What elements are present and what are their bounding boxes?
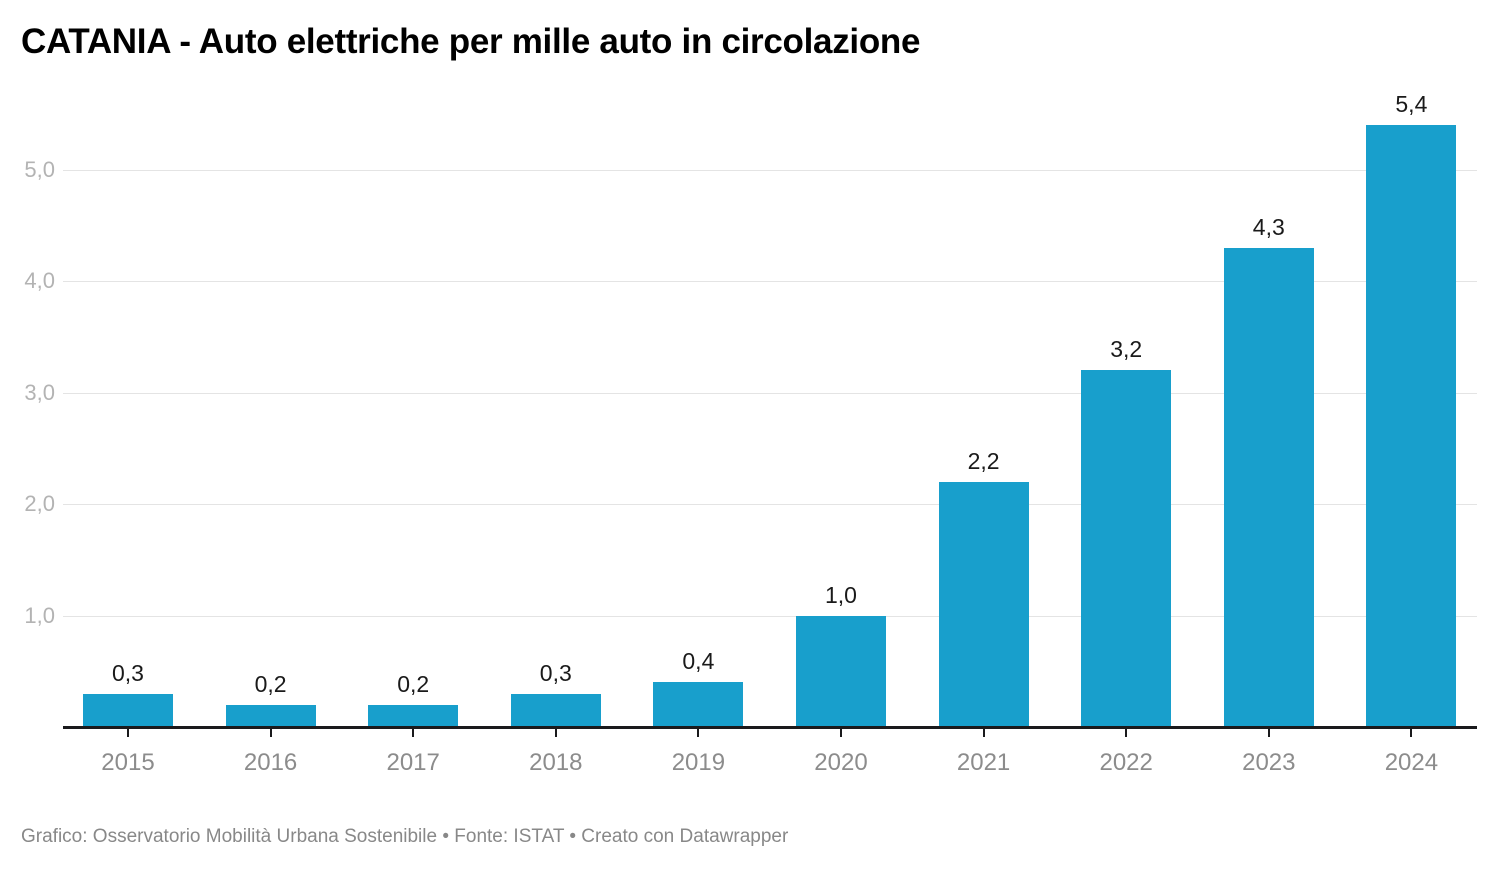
x-axis-label: 2016 (243, 749, 298, 776)
bar-value-label: 5,4 (1395, 90, 1428, 117)
bar-value-label: 1,0 (825, 581, 857, 608)
bar (796, 615, 886, 727)
bar-value-label: 2,2 (967, 447, 1000, 474)
bar-value-label: 0,4 (682, 648, 715, 675)
bar (938, 481, 1029, 727)
bar (1366, 124, 1457, 727)
x-axis-label: 2015 (101, 749, 155, 776)
gridline (63, 392, 1477, 394)
bar-value-label: 4,3 (1252, 213, 1285, 240)
x-axis-tick (269, 727, 272, 737)
x-axis-label: 2017 (386, 749, 440, 776)
bar-value-label: 0,2 (254, 670, 287, 697)
x-axis-label: 2024 (1384, 749, 1439, 776)
x-axis-label: 2019 (671, 749, 726, 776)
x-axis-tick (127, 727, 129, 737)
bar (510, 693, 601, 727)
x-axis-tick (697, 727, 700, 737)
gridline (63, 169, 1477, 171)
x-axis-tick (982, 727, 985, 737)
bar (83, 693, 173, 727)
gridline (63, 281, 1477, 282)
bar (1081, 370, 1172, 727)
x-axis-line (63, 725, 1477, 729)
x-axis-label: 2023 (1242, 749, 1296, 776)
gridline (63, 615, 1477, 617)
bar (653, 682, 744, 727)
y-axis-label: 5,0 (24, 156, 55, 182)
bar (368, 704, 459, 727)
bar (225, 704, 316, 727)
x-axis-tick (1125, 727, 1128, 737)
x-axis-label: 2021 (956, 749, 1011, 776)
chart-title: CATANIA - Auto elettriche per mille auto… (21, 22, 921, 61)
bar-value-label: 0,3 (112, 659, 144, 686)
x-axis-tick (554, 727, 557, 737)
gridline (63, 504, 1477, 505)
x-axis-tick (412, 727, 415, 737)
y-axis-label: 4,0 (24, 268, 55, 293)
x-axis-label: 2022 (1099, 749, 1153, 776)
bar-value-label: 0,3 (539, 659, 572, 686)
bar-value-label: 0,2 (397, 670, 430, 697)
bar-value-label: 3,2 (1110, 336, 1143, 363)
x-axis-tick (840, 727, 842, 737)
y-axis-label: 1,0 (24, 602, 55, 628)
chart-footer: Grafico: Osservatorio Mobilità Urbana So… (21, 826, 789, 847)
y-axis-label: 3,0 (24, 379, 55, 405)
x-axis-label: 2020 (814, 749, 868, 776)
bar (1223, 247, 1314, 727)
x-axis-label: 2018 (529, 749, 583, 776)
x-axis-tick (1410, 727, 1413, 737)
y-axis-label: 2,0 (24, 491, 55, 516)
x-axis-tick (1267, 727, 1270, 737)
